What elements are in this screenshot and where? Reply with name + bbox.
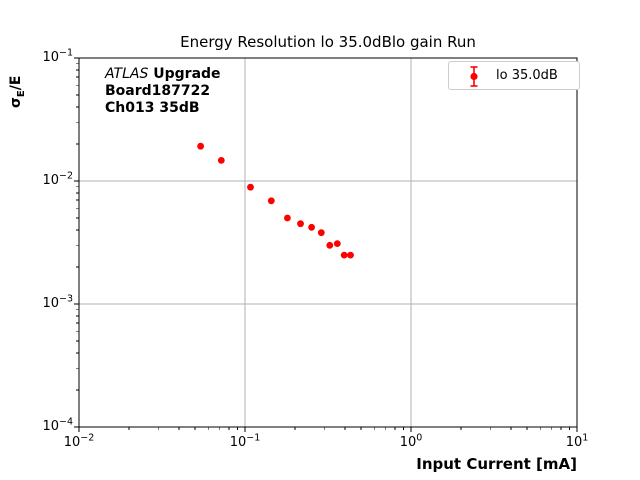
plot-border bbox=[78, 57, 578, 428]
data-point bbox=[284, 214, 291, 222]
x-tick-label-1e-1: 10−1 bbox=[229, 432, 261, 450]
data-point bbox=[340, 251, 348, 259]
x-tick-label-1e-2: 10−2 bbox=[63, 432, 95, 450]
y-axis-label: σE/E bbox=[8, 76, 27, 108]
ylabel-subscript: E bbox=[15, 90, 27, 98]
annotation-atlas: ATLAS bbox=[105, 66, 149, 82]
data-point bbox=[267, 197, 275, 205]
y-tick-label-1e-4: 10−4 bbox=[42, 416, 73, 434]
annotation-line-3: Ch013 35dB bbox=[105, 100, 200, 116]
x-tick-label-1e0: 100 bbox=[399, 432, 423, 450]
x-tick-label-1e1: 101 bbox=[565, 432, 589, 450]
data-point bbox=[347, 251, 354, 259]
legend-box: lo 35.0dB bbox=[448, 61, 580, 90]
annotation-upgrade: Upgrade bbox=[148, 66, 221, 82]
data-point bbox=[326, 241, 334, 249]
data-point bbox=[197, 142, 205, 150]
x-axis-label: Input Current [mA] bbox=[416, 455, 577, 473]
chart-title: Energy Resolution lo 35.0dBlo gain Run bbox=[180, 33, 476, 51]
legend-label: lo 35.0dB bbox=[496, 68, 558, 83]
annotation-line-2: Board187722 bbox=[105, 83, 211, 99]
y-tick-label-1e-2: 10−2 bbox=[42, 170, 73, 188]
data-point bbox=[217, 157, 225, 164]
y-tick-label-1e-1: 10−1 bbox=[42, 47, 73, 65]
plot-annotation: ATLAS Upgrade Board187722 Ch013 35dB bbox=[105, 66, 221, 117]
data-point bbox=[297, 220, 304, 228]
ylabel-rest: /E bbox=[8, 75, 24, 91]
y-tick-label-1e-3: 10−3 bbox=[42, 293, 73, 311]
data-point bbox=[308, 223, 315, 231]
data-point bbox=[333, 240, 341, 248]
legend-errorbar-marker-icon bbox=[463, 63, 485, 89]
data-point bbox=[247, 183, 254, 191]
annotation-line-1: ATLAS Upgrade bbox=[105, 66, 221, 83]
ylabel-sigma: σ bbox=[8, 97, 24, 108]
data-point bbox=[317, 229, 325, 237]
